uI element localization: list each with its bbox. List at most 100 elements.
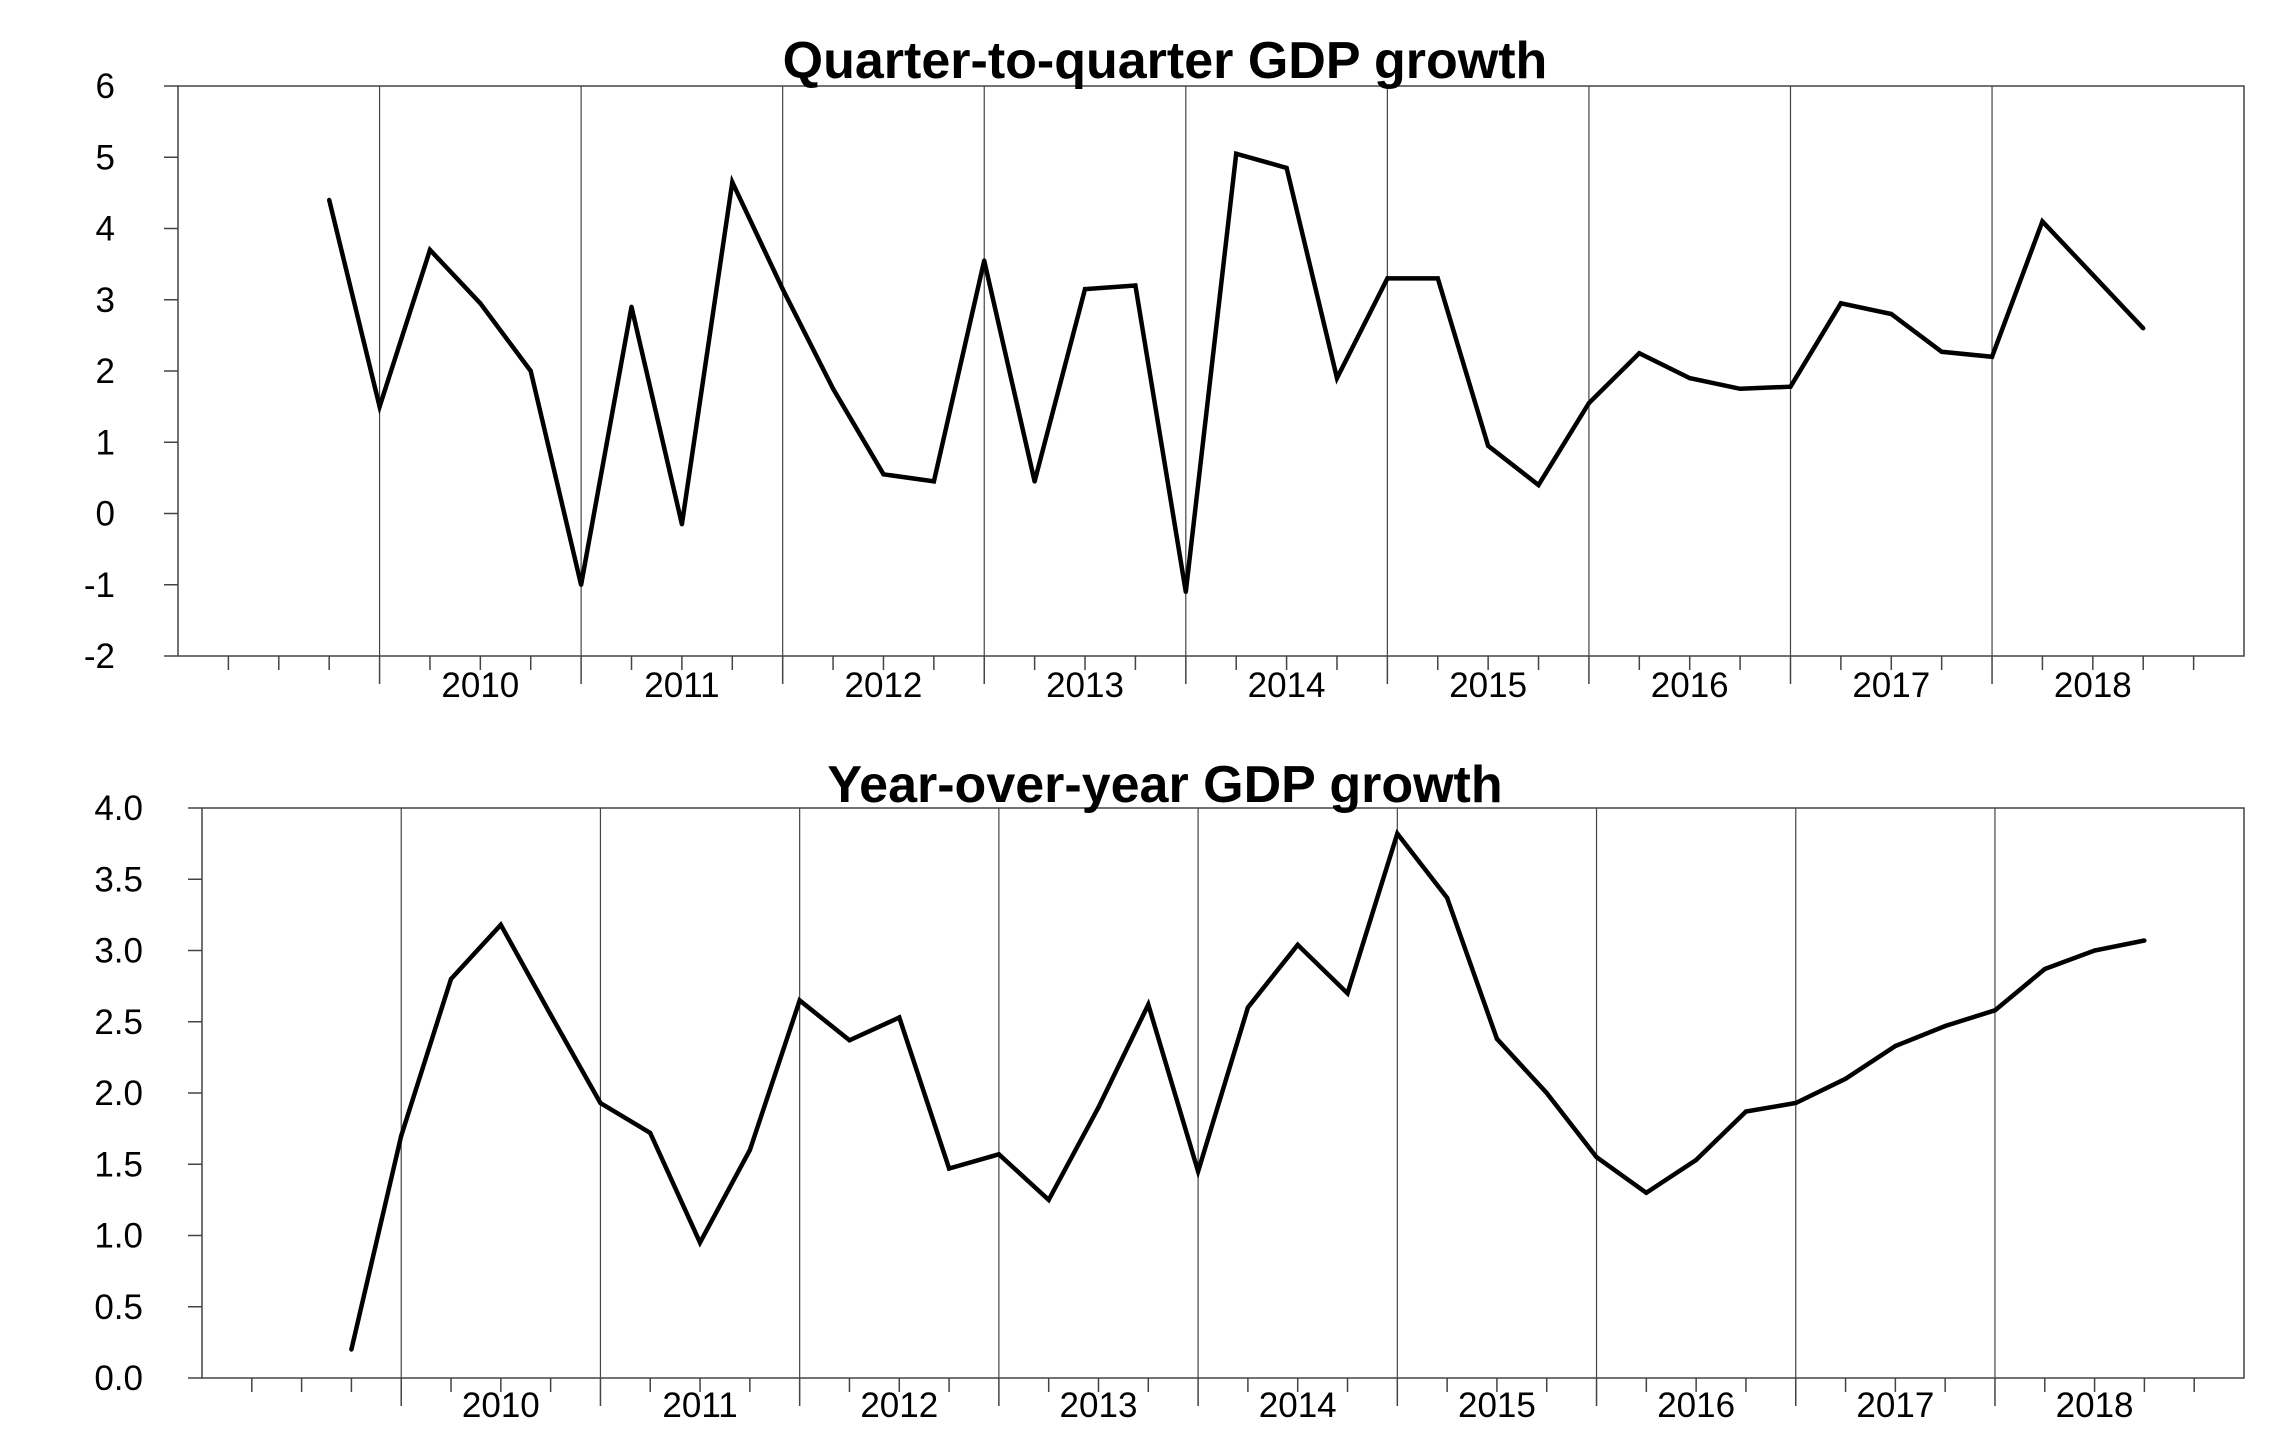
data-point <box>1295 942 1300 947</box>
data-point <box>1536 482 1541 488</box>
data-point <box>1942 1023 1948 1029</box>
data-point <box>1693 1157 1699 1163</box>
data-point <box>1743 1109 1749 1114</box>
x-year-label: 2015 <box>1458 1386 1536 1425</box>
data-point <box>1334 375 1340 381</box>
y-tick-label: -1 <box>84 566 115 605</box>
data-point <box>1133 283 1138 288</box>
y-tick-label: 1.0 <box>94 1217 143 1256</box>
x-year-label: 2017 <box>1852 666 1930 705</box>
data-point <box>982 258 987 263</box>
chart-title: Year-over-year GDP growth <box>827 756 1502 814</box>
data-point <box>1737 386 1743 392</box>
data-point <box>1385 276 1390 281</box>
y-tick-label: 5 <box>96 138 115 177</box>
y-tick-label: 0.5 <box>94 1288 143 1327</box>
data-point <box>399 1133 404 1138</box>
x-year-label: 2011 <box>662 1386 737 1425</box>
data-point <box>1032 479 1037 484</box>
data-point <box>1183 589 1189 595</box>
data-point <box>2042 966 2047 972</box>
data-point <box>427 247 433 253</box>
data-point <box>1345 991 1350 996</box>
y-tick-label: 0 <box>96 495 115 534</box>
y-tick-label: 4 <box>96 210 115 249</box>
data-point <box>881 472 886 477</box>
data-point <box>1146 1002 1151 1007</box>
data-point <box>697 1240 703 1245</box>
data-point <box>996 1152 1002 1157</box>
data-point <box>578 582 584 587</box>
x-year-label: 2010 <box>441 666 519 705</box>
data-point <box>1096 1105 1101 1110</box>
y-tick-label: 6 <box>96 67 115 106</box>
data-point <box>1195 1169 1201 1174</box>
data-point <box>448 976 454 982</box>
x-year-label: 2018 <box>2054 666 2132 705</box>
y-tick-label: 2.0 <box>94 1074 143 1113</box>
data-point <box>498 922 504 928</box>
data-point <box>349 1347 354 1352</box>
x-year-label: 2016 <box>1657 1386 1735 1425</box>
x-year-label: 2013 <box>1046 666 1124 705</box>
data-point <box>1233 151 1239 156</box>
y-tick-label: 4.0 <box>94 789 143 828</box>
data-point <box>847 1038 852 1043</box>
x-year-label: 2017 <box>1856 1386 1934 1425</box>
data-point <box>679 521 685 527</box>
data-point <box>1594 1154 1599 1160</box>
x-year-label: 2014 <box>1259 1386 1337 1425</box>
y-tick-label: 3.5 <box>94 860 143 899</box>
data-point <box>1284 165 1289 171</box>
data-point <box>2092 948 2097 953</box>
data-point <box>629 304 634 310</box>
y-tick-label: 2.5 <box>94 1003 143 1042</box>
data-point <box>1046 1197 1051 1203</box>
data-point <box>946 1166 952 1171</box>
x-year-label: 2018 <box>2056 1386 2134 1425</box>
data-point <box>2142 938 2147 943</box>
data-point <box>2090 272 2096 278</box>
data-point <box>548 1012 553 1017</box>
data-point <box>1395 831 1400 836</box>
data-point <box>1889 311 1894 317</box>
data-point <box>1637 350 1642 356</box>
x-year-label: 2016 <box>1651 666 1729 705</box>
data-point <box>1444 895 1450 900</box>
data-point <box>1788 384 1793 389</box>
data-point <box>1843 1076 1848 1081</box>
data-point <box>1893 1043 1898 1049</box>
data-point <box>478 301 483 306</box>
data-point <box>1838 301 1844 306</box>
chart-quarter-to-quarter: -2 -1 0 1 2 3 4 5 6 2010 2011 2012 2013 2014 2015 2016 2… <box>84 32 2245 705</box>
data-point <box>830 386 836 392</box>
y-tick-label: 1 <box>96 423 115 462</box>
y-tick-label: 3 <box>96 281 115 320</box>
data-point <box>326 197 332 203</box>
data-point <box>528 368 533 374</box>
x-year-label: 2015 <box>1449 666 1527 705</box>
x-year-label: 2012 <box>860 1386 938 1425</box>
data-point <box>730 179 735 185</box>
data-point <box>931 479 937 484</box>
data-point <box>1793 1100 1798 1106</box>
data-point <box>1245 1005 1251 1010</box>
data-point <box>2141 326 2146 331</box>
y-tick-label: 1.5 <box>94 1145 143 1184</box>
data-point <box>780 286 785 292</box>
data-point <box>1989 354 1995 359</box>
x-year-label: 2012 <box>845 666 923 705</box>
data-point <box>2040 219 2045 224</box>
data-point <box>1687 375 1692 381</box>
series-line <box>349 828 2145 1351</box>
data-point <box>1494 1036 1500 1042</box>
data-point <box>1644 1190 1649 1195</box>
data-point <box>1082 286 1088 292</box>
data-point <box>747 1147 753 1153</box>
y-tick-label: 0.0 <box>94 1359 143 1398</box>
data-point <box>598 1100 603 1106</box>
x-year-label: 2011 <box>644 666 719 705</box>
y-tick-label: 3.0 <box>94 932 143 971</box>
x-year-label: 2014 <box>1248 666 1326 705</box>
